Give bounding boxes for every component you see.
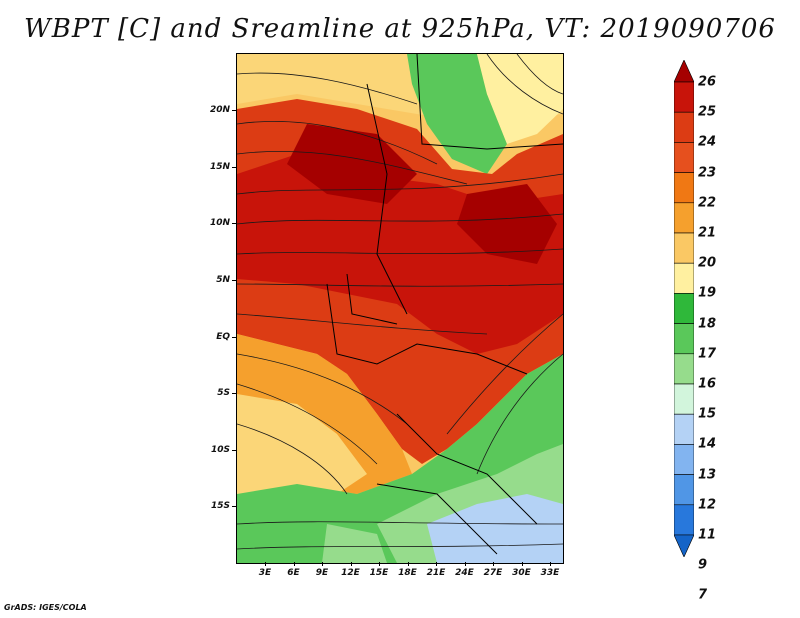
- colorbar-label: 17: [698, 346, 717, 362]
- colorbar-segment: [674, 323, 694, 355]
- northeast-yellow: [477, 54, 563, 144]
- map-panel: [236, 53, 564, 564]
- colorbar-segment: [674, 81, 694, 113]
- lat-label: 15N: [209, 162, 230, 172]
- colorbar-segment: [674, 383, 694, 415]
- lon-label: 6E: [287, 568, 300, 578]
- lon-label: 27E: [483, 568, 503, 578]
- colorbar-label: 23: [698, 165, 717, 181]
- lon-tick: [293, 562, 295, 566]
- lat-tick: [232, 110, 236, 111]
- lat-tick: [232, 506, 236, 507]
- lon-label: 24E: [455, 568, 474, 578]
- wbpt-map: [237, 54, 563, 563]
- colorbar-segment: [674, 111, 694, 143]
- colorbar-label: 11: [698, 527, 717, 543]
- colorbar-segment: [674, 504, 694, 536]
- southwest-light-green: [322, 524, 387, 563]
- northern-green-patch: [407, 54, 507, 174]
- colorbar-label: 14: [698, 436, 717, 452]
- colorbar-segment: [674, 293, 694, 324]
- lat-tick: [232, 393, 236, 394]
- hotspot-west: [287, 124, 417, 204]
- country-borders: [326, 54, 563, 555]
- streamlines: [237, 54, 563, 550]
- lon-tick: [322, 562, 323, 566]
- colorbar-label: 21: [698, 225, 717, 241]
- colorbar-label: 20: [698, 255, 717, 271]
- colorbar-segment: [674, 353, 694, 385]
- lat-tick: [232, 280, 236, 281]
- hotspot-east: [457, 184, 557, 264]
- lat-tick: [232, 223, 236, 224]
- lat-label: 15S: [210, 501, 230, 511]
- colorbar-segment: [674, 444, 694, 475]
- colorbar-segment: [674, 413, 694, 445]
- lon-label: 15E: [369, 568, 389, 578]
- lon-label: 30E: [512, 568, 531, 578]
- lon-label: 3E: [258, 568, 272, 578]
- colorbar-label: 22: [698, 195, 717, 211]
- colorbar-label: 25: [698, 104, 717, 120]
- lon-tick: [464, 562, 466, 566]
- colorbar-segment: [674, 474, 694, 506]
- lon-tick: [493, 562, 494, 566]
- lon-tick: [436, 562, 437, 566]
- colorbar-label: 19: [698, 285, 717, 301]
- grads-credit: GrADS: IGES/COLA: [4, 603, 87, 612]
- lat-label: 20N: [209, 105, 230, 115]
- colorbar-label: 18: [698, 316, 717, 332]
- colorbar-label: 12: [698, 497, 717, 513]
- colorbar-label: 26: [698, 74, 717, 90]
- lat-tick: [232, 450, 236, 451]
- lon-tick: [550, 562, 551, 566]
- lon-tick: [350, 562, 352, 566]
- colorbar-segment: [674, 172, 694, 204]
- lon-tick: [521, 562, 523, 566]
- colorbar-top-arrow: [674, 60, 694, 83]
- lat-label: 5S: [217, 388, 230, 398]
- colorbar-segment: [674, 262, 694, 294]
- colorbar: [674, 60, 694, 557]
- colorbar-label: 24: [698, 134, 717, 150]
- colorbar-label: 13: [698, 467, 717, 483]
- colorbar-segment: [674, 202, 694, 234]
- colorbar-bottom-arrow: [674, 534, 694, 557]
- lon-label: 9E: [315, 568, 329, 578]
- colorbar-label: 7: [698, 587, 708, 603]
- colorbar-segments: [674, 60, 694, 557]
- lat-label: 10S: [210, 445, 230, 455]
- lon-tick: [379, 562, 380, 566]
- map-title: WBPT [C] and Sreamline at 925hPa, VT: 20…: [24, 14, 776, 44]
- lon-label: 12E: [341, 568, 360, 578]
- lon-label: 21E: [426, 568, 446, 578]
- lon-label: 18E: [398, 568, 417, 578]
- lon-tick: [265, 562, 266, 566]
- lat-label: EQ: [216, 332, 230, 342]
- lat-label: 5N: [216, 275, 230, 285]
- colorbar-label: 16: [698, 376, 717, 392]
- lat-tick: [232, 337, 236, 338]
- lat-label: 10N: [209, 218, 230, 228]
- colorbar-segment: [674, 142, 694, 173]
- colorbar-label: 15: [698, 406, 717, 422]
- lon-tick: [407, 562, 409, 566]
- lon-label: 33E: [540, 568, 560, 578]
- colorbar-segment: [674, 232, 694, 264]
- lat-tick: [232, 167, 236, 168]
- colorbar-label: 9: [698, 557, 708, 573]
- yellow-southwest: [237, 394, 367, 504]
